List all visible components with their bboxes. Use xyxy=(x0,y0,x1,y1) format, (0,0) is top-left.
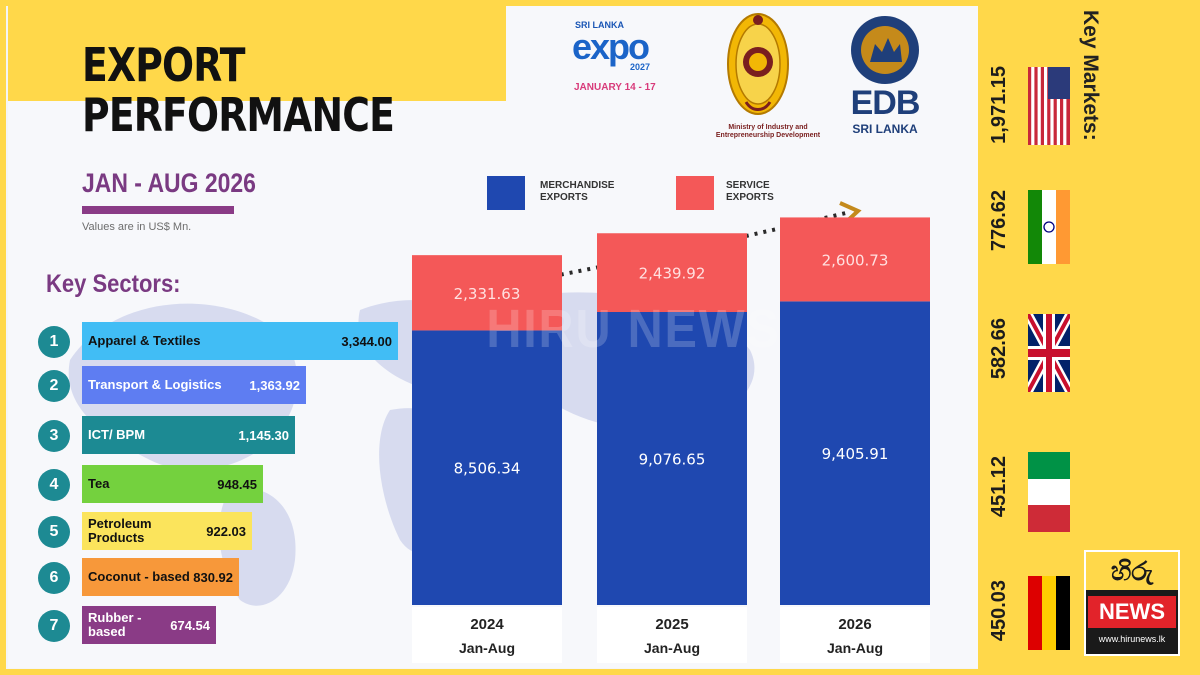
legend-merchandise-label: MERCHANDISE EXPORTS xyxy=(540,180,615,203)
market-value-india: 776.62 xyxy=(988,190,1010,252)
axis-label-year-2025: 2025 xyxy=(655,616,688,633)
bar-label-merchandise-2025: 9,076.65 xyxy=(639,451,706,469)
edb-logo-subtext: SRI LANKA xyxy=(852,122,918,136)
sector-bar-2: Transport & Logistics 1,363.92 xyxy=(82,366,306,404)
ministry-seal-icon xyxy=(727,13,789,115)
expo-dates: JANUARY 14 - 17 xyxy=(574,82,656,93)
bar-merchandise-2024 xyxy=(412,330,562,605)
sector-rank-3: 3 xyxy=(38,420,70,452)
key-sectors-title: Key Sectors: xyxy=(46,270,181,298)
title-line-1: EXPORT xyxy=(82,38,246,92)
axis-label-year-2024: 2024 xyxy=(470,616,504,633)
sector-value: 830.92 xyxy=(193,569,233,585)
legend-merchandise-swatch xyxy=(487,176,525,210)
italy-flag-icon xyxy=(1028,452,1070,532)
bar-label-service-2025: 2,439.92 xyxy=(639,265,706,283)
hiru-logo-top: හිරු xyxy=(1086,552,1178,590)
sector-rank-5: 5 xyxy=(38,516,70,548)
sector-value: 922.03 xyxy=(206,523,246,539)
sector-value: 3,344.00 xyxy=(341,333,392,349)
expo-year: 2027 xyxy=(630,62,651,72)
chart-axis-labels: 2024 Jan-Aug 2025 Jan-Aug 2026 Jan-Aug xyxy=(412,607,930,663)
expo-country-label: SRI LANKA xyxy=(575,20,624,30)
expo-logo: expo xyxy=(572,26,650,67)
sector-value: 1,145.30 xyxy=(238,427,289,443)
usa-flag-icon xyxy=(1028,67,1070,145)
market-value-usa: 1,971.15 xyxy=(988,66,1010,144)
market-value-uk: 582.66 xyxy=(988,318,1010,380)
sector-value: 674.54 xyxy=(170,617,210,633)
bar-service-2025 xyxy=(597,233,747,313)
axis-label-card-2026 xyxy=(780,607,930,663)
sector-rank-6: 6 xyxy=(38,562,70,594)
units-note: Values are in US$ Mn. xyxy=(82,221,192,233)
bar-label-service-2024: 2,331.63 xyxy=(454,285,521,303)
axis-label-card-2024 xyxy=(412,607,562,663)
axis-label-period-2025: Jan-Aug xyxy=(644,640,700,656)
bar-label-merchandise-2024: 8,506.34 xyxy=(454,460,521,478)
axis-label-period-2024: Jan-Aug xyxy=(459,640,515,656)
sector-rank-2: 2 xyxy=(38,370,70,402)
axis-label-year-2026: 2026 xyxy=(838,616,871,633)
subtitle-underline xyxy=(82,206,234,214)
sector-name: Tea xyxy=(88,476,110,491)
germany-flag-icon xyxy=(1028,576,1070,650)
sector-name: Petroleum Products xyxy=(88,516,152,545)
sector-bar-4: Tea 948.45 xyxy=(82,465,263,503)
axis-label-card-2025 xyxy=(597,607,747,663)
bar-merchandise-2026 xyxy=(780,301,930,605)
edb-logo-text: EDB xyxy=(850,84,921,122)
bar-label-service-2026: 2,600.73 xyxy=(822,251,889,269)
sector-bar-3: ICT/ BPM 1,145.30 xyxy=(82,416,295,454)
bar-service-2024 xyxy=(412,255,562,331)
legend-service-swatch xyxy=(676,176,714,210)
export-stacked-bar-chart: 8,506.34 2,331.63 9,076.65 2,439.92 9,405.91… xyxy=(412,201,930,663)
key-markets-title: Key Markets: xyxy=(1079,10,1102,141)
uk-flag-icon xyxy=(1028,314,1070,392)
sector-rank-1: 1 xyxy=(38,326,70,358)
legend-service-label: SERVICE EXPORTS xyxy=(726,180,774,203)
sector-bar-5: Petroleum Products 922.03 xyxy=(82,512,252,550)
india-flag-icon xyxy=(1028,190,1070,264)
sector-bar-1: Apparel & Textiles 3,344.00 xyxy=(82,322,398,360)
title-line-2: PERFORMANCE xyxy=(82,88,395,142)
sector-bar-6: Coconut - based 830.92 xyxy=(82,558,239,596)
market-value-germany: 450.03 xyxy=(988,580,1010,642)
bar-merchandise-2025 xyxy=(597,312,747,605)
chart-bars: 8,506.34 2,331.63 9,076.65 2,439.92 9,405.91… xyxy=(412,201,930,605)
sector-name: ICT/ BPM xyxy=(88,427,146,442)
axis-label-period-2026: Jan-Aug xyxy=(827,640,883,656)
sector-name: Coconut - based xyxy=(88,569,190,584)
sector-bar-7: Rubber - based 674.54 xyxy=(82,606,216,644)
sector-value: 1,363.92 xyxy=(249,377,300,393)
sector-name: Apparel & Textiles xyxy=(88,333,201,348)
bar-label-merchandise-2026: 9,405.91 xyxy=(822,445,889,463)
period-subtitle: JAN - AUG 2026 xyxy=(82,168,256,198)
bar-service-2026 xyxy=(780,217,930,302)
hiru-logo-url: www.hirunews.lk xyxy=(1098,634,1166,644)
sector-name: Rubber - based xyxy=(88,610,142,639)
hiru-news-logo: හිරු NEWS www.hirunews.lk xyxy=(1084,550,1180,656)
watermark: HIRU NEWS xyxy=(486,299,781,359)
sector-rank-4: 4 xyxy=(38,469,70,501)
sector-name: Transport & Logistics xyxy=(88,377,222,392)
edb-emblem-icon xyxy=(851,16,919,84)
title-banner xyxy=(8,6,506,101)
sector-value: 948.45 xyxy=(217,476,257,492)
ministry-name: Ministry of Industry and Entrepreneurshi… xyxy=(715,124,821,139)
hiru-logo-news: NEWS xyxy=(1088,596,1176,628)
sector-rank-7: 7 xyxy=(38,610,70,642)
page-title: EXPORT PERFORMANCE xyxy=(82,38,395,142)
market-value-italy: 451.12 xyxy=(988,456,1010,518)
